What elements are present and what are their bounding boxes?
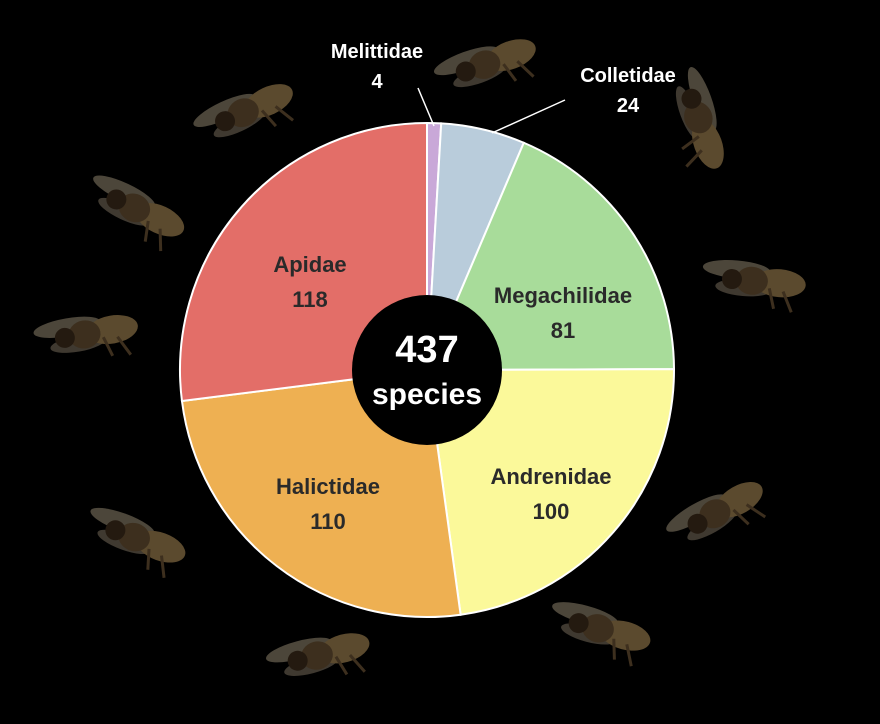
slice-label-melittidae: Melittidae	[331, 41, 423, 63]
center-badge: 437 species	[352, 295, 502, 445]
bee-photo-icon	[702, 259, 806, 313]
leader-melittidae	[417, 87, 435, 127]
slice-value-andrenidae: 100	[533, 499, 570, 524]
slice-value-colletidae: 24	[617, 95, 640, 117]
bee-photo-icon	[33, 315, 138, 357]
slice-label-colletidae: Colletidae	[580, 65, 676, 87]
slice-labels: Melittidae 4 Colletidae 24 Megachilidae 81 And…	[273, 41, 675, 534]
slice-label-megachilidae: Megachilidae	[494, 283, 632, 308]
bee-photo-icon	[93, 175, 185, 252]
bee-photo-icon	[675, 66, 724, 169]
bee-photo-icon	[433, 39, 536, 88]
bee-photo-icon	[193, 84, 294, 138]
bee-photo-icon	[266, 633, 370, 676]
center-count: 437	[395, 329, 458, 371]
slice-value-apidae: 118	[292, 287, 328, 312]
slice-megachilidae	[425, 141, 676, 372]
slice-label-halictidae: Halictidae	[276, 474, 380, 499]
center-unit: species	[372, 378, 482, 411]
slice-value-halictidae: 110	[310, 509, 346, 534]
bee-images	[33, 39, 806, 676]
bee-photo-icon	[666, 481, 767, 541]
bee-photo-icon	[90, 507, 186, 578]
slice-label-apidae: Apidae	[273, 252, 346, 277]
leader-lines	[417, 87, 566, 134]
bee-photo-icon	[552, 602, 651, 667]
slice-label-andrenidae: Andrenidae	[490, 464, 611, 489]
leader-colletidae	[491, 99, 566, 134]
slice-value-megachilidae: 81	[551, 318, 575, 343]
slice-andrenidae	[425, 368, 676, 616]
center-circle	[352, 295, 502, 445]
slice-value-melittidae: 4	[371, 71, 383, 93]
